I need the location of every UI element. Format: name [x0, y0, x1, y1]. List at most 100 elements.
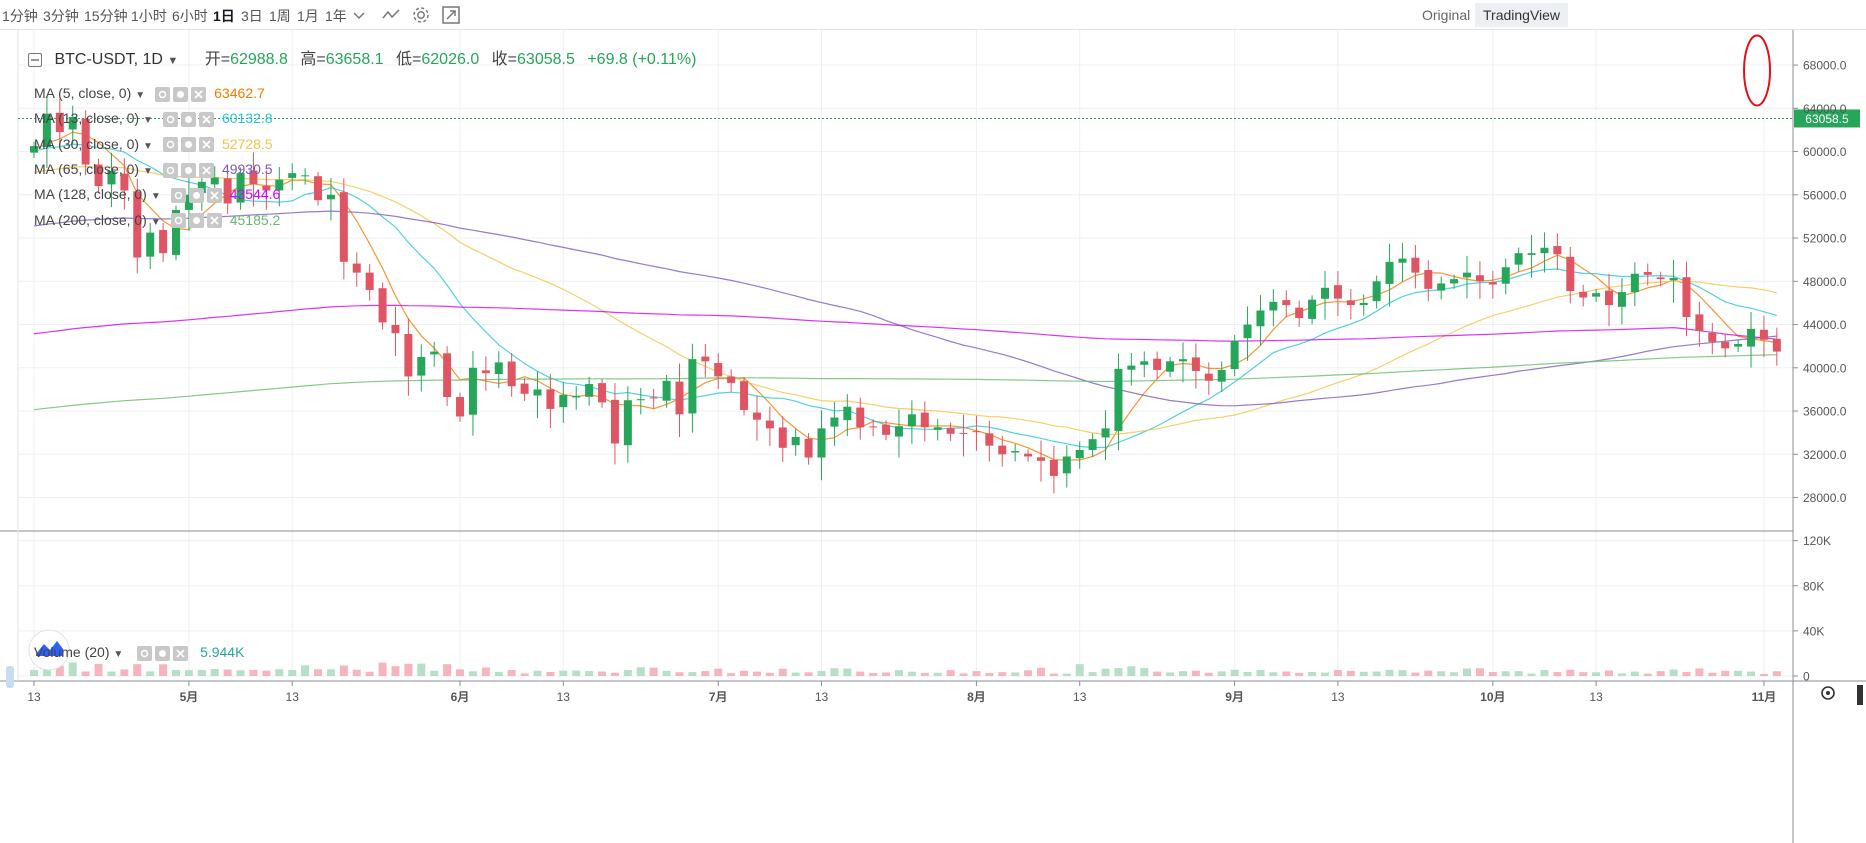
timeframe-3min[interactable]: 3分钟 — [43, 8, 79, 24]
volume-bar — [1217, 671, 1226, 676]
volume-legend-value: 5.944K — [200, 644, 245, 660]
view-original-button[interactable]: Original — [1422, 7, 1471, 23]
ma-legend-label[interactable]: MA (13, close, 0) — [34, 110, 140, 127]
volume-bar — [714, 668, 723, 676]
eye-icon[interactable] — [162, 162, 178, 178]
collapse-icon[interactable] — [28, 52, 42, 67]
close-value: 63058.5 — [517, 51, 575, 68]
close-icon[interactable] — [198, 112, 214, 128]
timeframe-6hour[interactable]: 6小时 — [172, 8, 208, 24]
ma-legend-1: MA (13, close, 0) ▼ 60132.8 — [34, 110, 273, 128]
candle-body — [1191, 357, 1200, 372]
eye-icon[interactable] — [155, 86, 171, 102]
candle-body — [249, 170, 258, 184]
candle-body — [1075, 449, 1084, 459]
volume-bar — [998, 672, 1007, 676]
chevron-down-icon[interactable]: ▼ — [150, 216, 161, 228]
candle-body — [727, 376, 736, 383]
candle-body — [1734, 344, 1743, 347]
volume-bar — [507, 670, 516, 676]
candle-body — [1269, 301, 1278, 311]
candle-body — [1617, 292, 1626, 307]
volume-bar — [585, 671, 594, 676]
chevron-down-icon[interactable]: ▼ — [150, 191, 161, 203]
ma-legend-label[interactable]: MA (128, close, 0) — [34, 186, 147, 203]
price-tick-label: 64000.0 — [1803, 102, 1847, 116]
symbol-title[interactable]: BTC-USDT, 1D — [54, 51, 163, 68]
timeframe-1week[interactable]: 1周 — [269, 8, 291, 24]
candle-body — [585, 384, 594, 397]
close-icon[interactable] — [206, 213, 222, 229]
gear-icon[interactable] — [180, 137, 196, 153]
ma-legend-value: 60132.8 — [221, 110, 273, 127]
volume-bar — [1062, 673, 1071, 676]
close-icon[interactable] — [198, 137, 214, 153]
candle-body — [1062, 456, 1071, 474]
gear-icon[interactable] — [180, 162, 196, 178]
volume-legend-label[interactable]: Volume (20) — [34, 644, 110, 660]
chart-area[interactable]: 63058.5 28000.0 32000.0 36000.0 40000.0 44000… — [0, 30, 1866, 843]
chevron-down-icon[interactable]: ▼ — [113, 649, 124, 660]
volume-bar — [843, 668, 852, 676]
ma-legend-value: 49930.5 — [221, 160, 273, 177]
time-tick-label: 13 — [1073, 690, 1087, 704]
candle-body — [120, 173, 129, 191]
gear-icon[interactable] — [188, 187, 204, 203]
chevron-down-icon[interactable]: ▼ — [143, 115, 153, 127]
ma-legend-label[interactable]: MA (5, close, 0) — [34, 85, 132, 101]
volume-bar — [1101, 668, 1110, 676]
ma-legend-label[interactable]: MA (200, close, 0) — [34, 211, 147, 228]
chevron-down-icon[interactable]: ▼ — [143, 140, 153, 152]
volume-bar — [1385, 669, 1394, 676]
ma-legend-label[interactable]: MA (30, close, 0) — [34, 135, 140, 152]
eye-icon[interactable] — [170, 213, 186, 229]
gear-icon[interactable] — [155, 645, 171, 661]
candle-body — [1463, 272, 1472, 278]
chevron-down-icon[interactable]: ▼ — [167, 55, 179, 67]
timeframe-1year[interactable]: 1年 — [325, 8, 347, 24]
close-icon[interactable] — [206, 187, 222, 203]
eye-icon[interactable] — [162, 137, 178, 153]
volume-bar — [778, 668, 787, 676]
gear-icon[interactable] — [410, 4, 432, 26]
chevron-down-icon[interactable]: ▼ — [135, 90, 146, 101]
candle-body — [933, 427, 942, 430]
timeframe-1min[interactable]: 1分钟 — [2, 8, 38, 24]
candle-body — [288, 173, 297, 178]
timeframe-3day[interactable]: 3日 — [241, 8, 263, 24]
close-icon[interactable] — [198, 162, 214, 178]
close-icon[interactable] — [173, 645, 189, 661]
volume-bar — [68, 662, 77, 676]
fullscreen-icon[interactable] — [440, 4, 462, 26]
candle-body — [791, 437, 800, 446]
candle-body — [468, 367, 477, 415]
candle-body — [1036, 457, 1045, 461]
chevron-down-icon[interactable]: ▼ — [143, 165, 153, 177]
candle-body — [1669, 278, 1678, 280]
view-tradingview-button[interactable]: TradingView — [1475, 3, 1569, 27]
volume-bar — [520, 673, 529, 676]
time-tick-label: 7月 — [709, 690, 728, 704]
candle-body — [1721, 341, 1730, 349]
time-tick-label: 9月 — [1225, 690, 1244, 704]
ma-legend-label[interactable]: MA (65, close, 0) — [34, 160, 140, 177]
timeframe-1day[interactable]: 1日 — [213, 8, 235, 24]
volume-bar — [30, 669, 38, 676]
eye-icon[interactable] — [137, 645, 153, 661]
gear-icon[interactable] — [188, 213, 204, 229]
eye-icon[interactable] — [170, 187, 186, 203]
chevron-down-icon[interactable] — [348, 4, 370, 26]
logo-icon — [36, 641, 63, 656]
gear-icon[interactable] — [173, 86, 189, 102]
chart-style-icon[interactable] — [380, 4, 402, 26]
timeframe-15min[interactable]: 15分钟 — [84, 8, 128, 24]
volume-bar — [262, 670, 271, 676]
candle-body — [1437, 283, 1446, 291]
timeframe-1hour[interactable]: 1小时 — [131, 8, 167, 24]
volume-legend: Volume (20) ▼ 5.944K — [34, 644, 244, 661]
timeframe-1month[interactable]: 1月 — [297, 8, 319, 24]
volume-bar — [494, 671, 503, 676]
eye-icon[interactable] — [162, 112, 178, 128]
close-icon[interactable] — [191, 86, 207, 102]
gear-icon[interactable] — [180, 112, 196, 128]
